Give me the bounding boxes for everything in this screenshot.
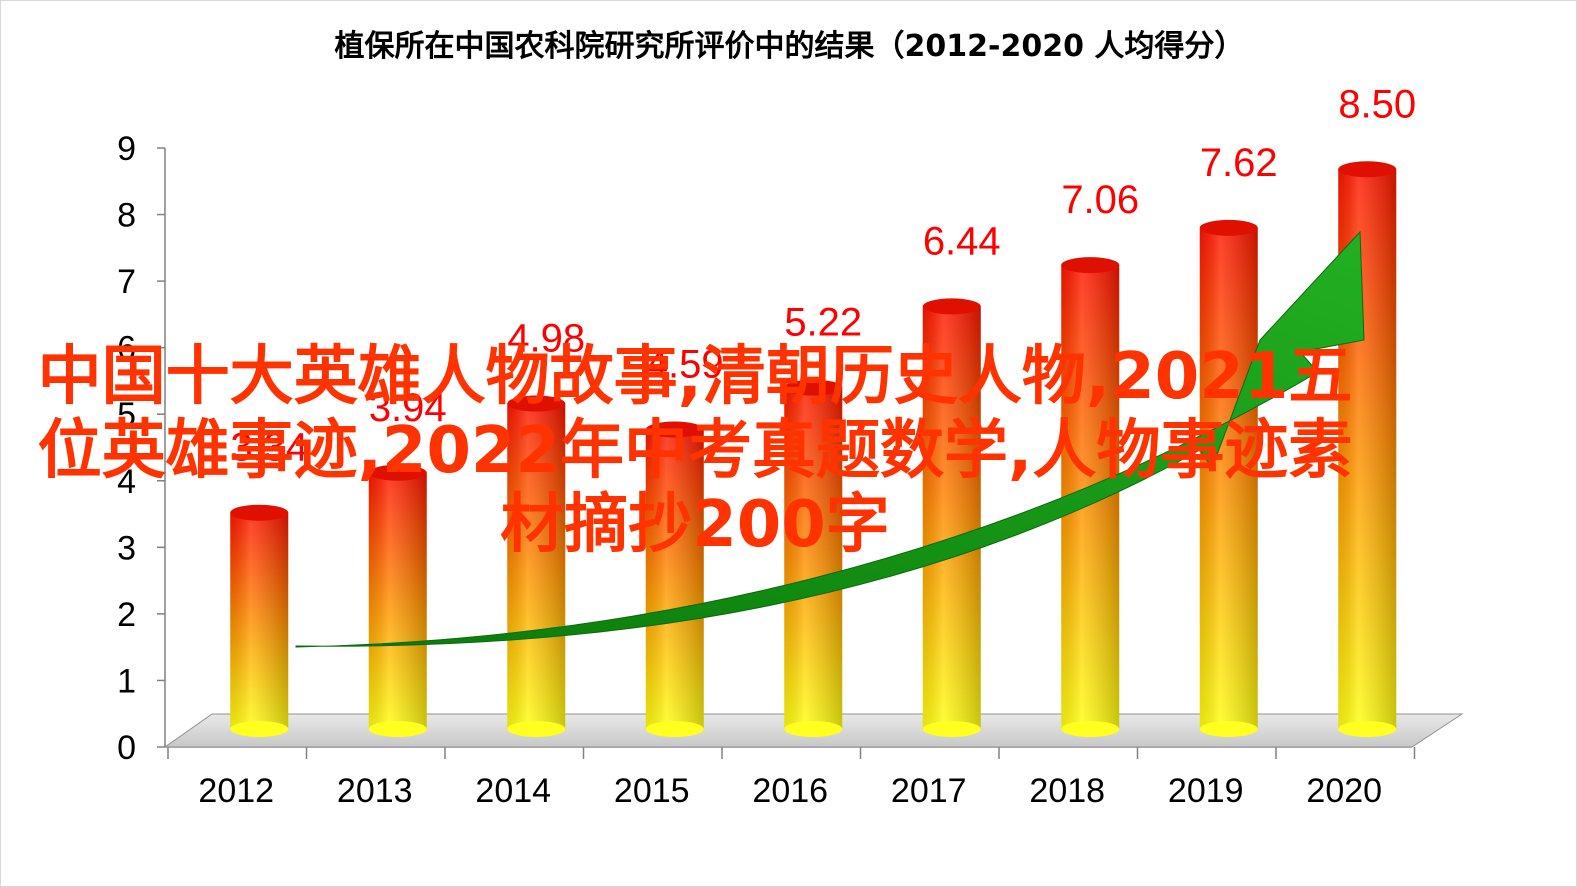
- data-label: 4.59: [646, 343, 724, 387]
- y-tick-label: 5: [117, 396, 136, 434]
- data-labels: 3.34 3.94 4.98 4.59 5.22 6.44 7.06 7.62 8.50: [230, 82, 1416, 469]
- bar-top: [1199, 219, 1258, 236]
- chart-title: 植保所在中国农科院研究所评价中的结果（2012-2020 人均得分）: [334, 29, 1245, 64]
- bar-top: [645, 421, 704, 438]
- bar-base: [1338, 721, 1397, 737]
- y-tick-label: 6: [117, 330, 136, 368]
- bar: [230, 504, 289, 737]
- y-tick-labels: 0 1 2 3 4 5 6 7 8 9: [117, 130, 136, 767]
- bar: [1061, 257, 1120, 737]
- bar-base: [922, 721, 981, 737]
- y-tick-label: 9: [117, 130, 136, 168]
- bar: [645, 421, 704, 737]
- data-label: 3.34: [230, 426, 308, 470]
- data-label: 8.50: [1338, 82, 1416, 126]
- bar-base: [1199, 721, 1258, 737]
- bar: [784, 379, 843, 737]
- bar-base: [784, 721, 843, 737]
- bar-shading: [784, 387, 843, 729]
- x-tick-label: 2015: [614, 772, 690, 810]
- bar-shading: [507, 403, 566, 729]
- x-tick-label: 2013: [337, 772, 413, 810]
- bar-top: [1338, 161, 1397, 178]
- y-tick-label: 7: [117, 263, 136, 301]
- y-tick-label: 8: [117, 197, 136, 235]
- bar-shading: [922, 306, 981, 729]
- bar-shading: [1199, 227, 1258, 729]
- y-tick-label: 4: [117, 463, 136, 501]
- y-tick-label: 2: [117, 596, 136, 634]
- y-tick-label: 0: [117, 729, 136, 767]
- x-tick-label: 2019: [1168, 772, 1244, 810]
- data-label: 7.62: [1200, 141, 1278, 185]
- overlay-caption: 中国十大英雄人物故事,清朝历史人物,2021五位英雄事迹,2022年中考真题数学…: [37, 340, 1353, 562]
- bar-top: [784, 379, 843, 396]
- y-tick-label: 3: [117, 529, 136, 567]
- bar-top: [922, 298, 981, 315]
- bar-base: [368, 721, 427, 737]
- trend-arrow-shape: [295, 230, 1365, 648]
- bar-base: [645, 721, 704, 737]
- bar-top: [368, 464, 427, 481]
- bar-shading: [645, 429, 704, 729]
- y-tick-label: 1: [117, 662, 136, 700]
- x-tick-label: 2020: [1306, 772, 1382, 810]
- bar: [507, 395, 566, 737]
- bar-base: [1061, 721, 1120, 737]
- bar: [922, 298, 981, 737]
- data-label: 5.22: [784, 301, 862, 345]
- x-tick-label: 2018: [1029, 772, 1105, 810]
- data-label: 7.06: [1061, 178, 1139, 222]
- data-label: 6.44: [923, 219, 1001, 263]
- bar-shading: [230, 512, 289, 729]
- x-tick-label: 2016: [752, 772, 828, 810]
- bar-top: [230, 504, 289, 521]
- bar: [368, 464, 427, 737]
- bar-base: [230, 721, 289, 737]
- bar-top: [1061, 257, 1120, 274]
- bar: [1199, 219, 1258, 737]
- x-tick-label: 2014: [475, 772, 551, 810]
- bar-top: [507, 395, 566, 412]
- bar: [1338, 161, 1397, 737]
- trend-arrow: [295, 230, 1365, 648]
- bar-shading: [368, 472, 427, 729]
- data-label: 4.98: [507, 317, 585, 361]
- x-tick-labels: 2012 2013 2014 2015 2016 2017 2018 2019 2020: [198, 772, 1382, 810]
- bar-base: [507, 721, 566, 737]
- bars: [230, 161, 1397, 737]
- x-tick-label: 2017: [891, 772, 967, 810]
- data-label: 3.94: [369, 386, 447, 430]
- x-tick-label: 2012: [198, 772, 274, 810]
